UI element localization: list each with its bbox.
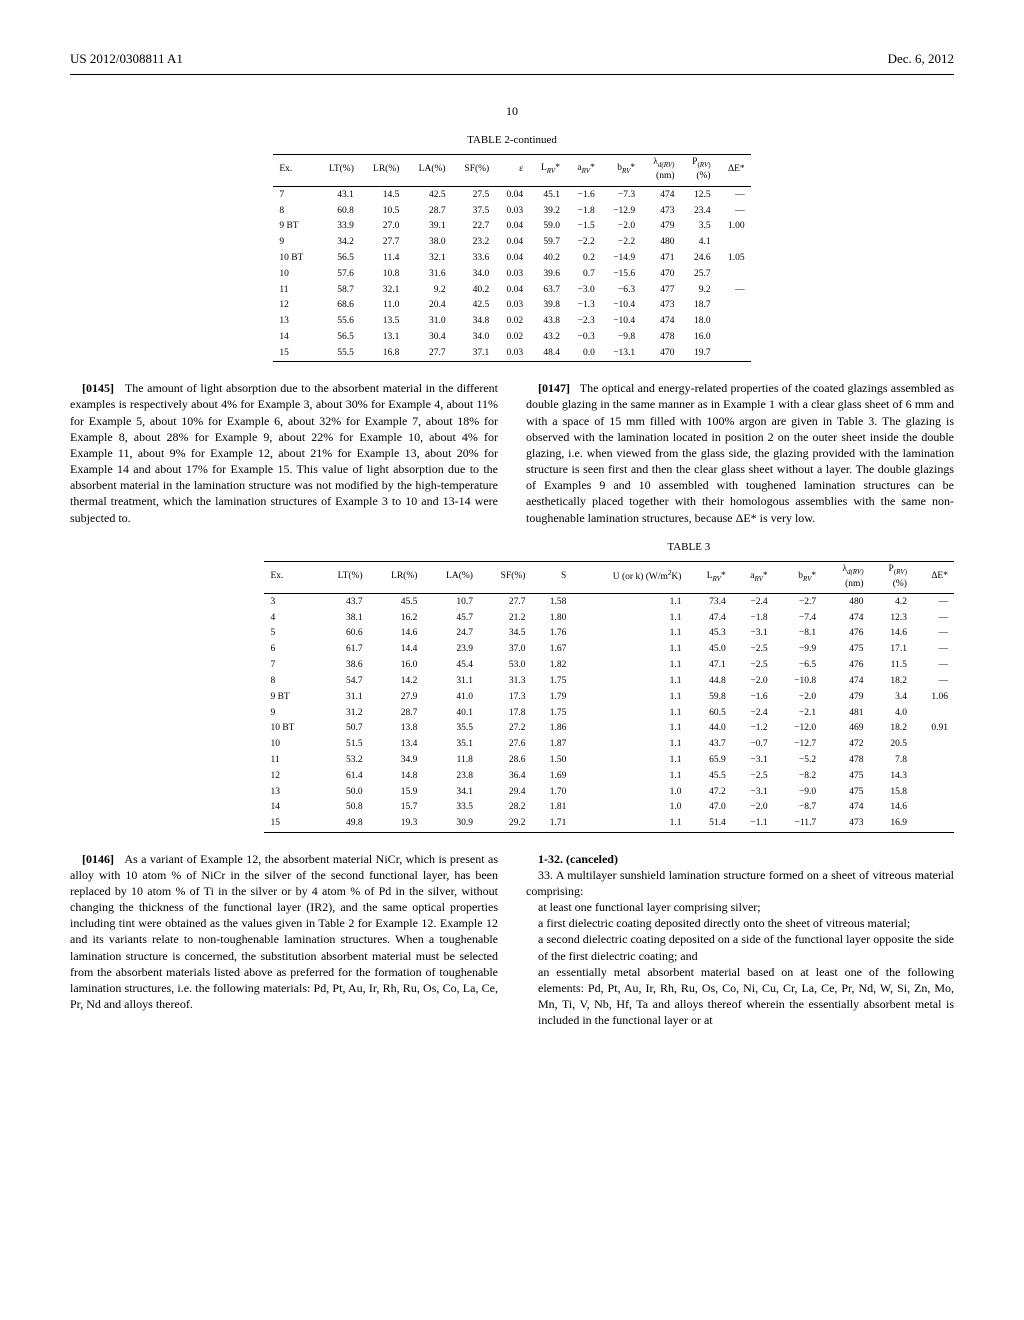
table-row: 1057.610.831.634.00.0339.60.7−15.647025.… <box>273 266 750 282</box>
table-col-header: LRV* <box>687 561 731 594</box>
table-col-header: LT(%) <box>316 154 360 187</box>
table-col-header: SF(%) <box>479 561 532 594</box>
col-left-lower: [0146] As a variant of Example 12, the a… <box>70 851 498 1029</box>
table-row: 1261.414.823.836.41.691.145.5−2.5−8.2475… <box>264 768 954 784</box>
para-num-0146: [0146] <box>82 852 114 866</box>
table-col-header: aRV* <box>732 561 774 594</box>
table-col-header: P(RV)(%) <box>681 154 717 187</box>
claim-33-a: at least one functional layer comprising… <box>538 899 954 915</box>
col-right-lower: 1-32. (canceled) 33. A multilayer sunshi… <box>526 851 954 1029</box>
table-row: 661.714.423.937.01.671.145.0−2.5−9.94751… <box>264 642 954 658</box>
table-row: 1450.815.733.528.21.811.047.0−2.0−8.7474… <box>264 800 954 816</box>
claim-33: 33. A multilayer sunshield lamination st… <box>526 867 954 899</box>
table-row: 10 BT50.713.835.527.21.861.144.0−1.2−12.… <box>264 721 954 737</box>
table-col-header: U (or k) (W/m2K) <box>572 561 687 594</box>
table-row: 9 BT31.127.941.017.31.791.159.8−1.6−2.04… <box>264 689 954 705</box>
para-text-0147: The optical and energy-related propertie… <box>526 381 954 525</box>
claim-33-b: a first dielectric coating deposited dir… <box>538 915 954 931</box>
para-text-0146: As a variant of Example 12, the absorben… <box>70 852 498 1012</box>
table-row: 1158.732.19.240.20.0463.7−3.0−6.34779.2— <box>273 282 750 298</box>
para-0146: [0146] As a variant of Example 12, the a… <box>70 851 498 1013</box>
table-col-header: LRV* <box>529 154 566 187</box>
table2-title: TABLE 2-continued <box>70 133 954 148</box>
table-row: 1153.234.911.828.61.501.165.9−3.1−5.2478… <box>264 752 954 768</box>
col-left: [0145] The amount of light absorption du… <box>70 380 498 526</box>
table-col-header: Ex. <box>273 154 316 187</box>
table-col-header: ε <box>495 154 529 187</box>
table-row: 560.614.624.734.51.761.145.3−3.1−8.14761… <box>264 626 954 642</box>
table3: Ex.LT(%)LR(%)LA(%)SF(%)SU (or k) (W/m2K)… <box>264 561 954 833</box>
table2: Ex.LT(%)LR(%)LA(%)SF(%)εLRV*aRV*bRV*λd(R… <box>273 154 750 363</box>
table-row: 9 BT33.927.039.122.70.0459.0−1.5−2.04793… <box>273 219 750 235</box>
pub-date: Dec. 6, 2012 <box>888 50 954 68</box>
table-row: 1051.513.435.127.61.871.143.7−0.7−12.747… <box>264 737 954 753</box>
table-row: 934.227.738.023.20.0459.7−2.2−2.24804.1 <box>273 235 750 251</box>
para-num-0145: [0145] <box>82 381 114 395</box>
table-col-header: ΔE* <box>717 154 751 187</box>
col-right: [0147] The optical and energy-related pr… <box>526 380 954 526</box>
table-col-header: SF(%) <box>452 154 496 187</box>
table-col-header: P(RV)(%) <box>870 561 913 594</box>
table-row: 1549.819.330.929.21.711.151.4−1.1−11.747… <box>264 816 954 832</box>
table-row: 854.714.231.131.31.751.144.8−2.0−10.8474… <box>264 673 954 689</box>
table-row: 860.810.528.737.50.0339.2−1.8−12.947323.… <box>273 203 750 219</box>
table-row: 931.228.740.117.81.751.160.5−2.4−2.14814… <box>264 705 954 721</box>
page-number: 10 <box>70 103 954 119</box>
table-row: 10 BT56.511.432.133.60.0440.20.2−14.9471… <box>273 250 750 266</box>
header-divider <box>70 74 954 75</box>
claim-33-c: a second dielectric coating deposited on… <box>538 931 954 963</box>
table3-title: TABLE 3 <box>424 540 954 555</box>
claims-canceled: 1-32. (canceled) <box>526 851 954 867</box>
para-num-0147: [0147] <box>538 381 570 395</box>
table-row: 1268.611.020.442.50.0339.8−1.3−10.447318… <box>273 298 750 314</box>
table-col-header: λd(RV)(nm) <box>641 154 680 187</box>
text-columns-lower: [0146] As a variant of Example 12, the a… <box>70 851 954 1029</box>
table-row: 1555.516.827.737.10.0348.40.0−13.147019.… <box>273 345 750 361</box>
table-row: 738.616.045.453.01.821.147.1−2.5−6.54761… <box>264 658 954 674</box>
text-columns-upper: [0145] The amount of light absorption du… <box>70 380 954 526</box>
table-col-header: ΔE* <box>913 561 954 594</box>
table-col-header: LR(%) <box>369 561 424 594</box>
table-col-header: aRV* <box>566 154 601 187</box>
para-0145: [0145] The amount of light absorption du… <box>70 380 498 526</box>
table-col-header: S <box>531 561 572 594</box>
table-col-header: λd(RV)(nm) <box>822 561 869 594</box>
table-col-header: Ex. <box>264 561 315 594</box>
table-col-header: LT(%) <box>316 561 369 594</box>
claim-33-d: an essentially metal absorbent material … <box>538 964 954 1029</box>
table-row: 743.114.542.527.50.0445.1−1.6−7.347412.5… <box>273 187 750 203</box>
table-row: 1355.613.531.034.80.0243.8−2.3−10.447418… <box>273 314 750 330</box>
table-row: 1350.015.934.129.41.701.047.2−3.1−9.0475… <box>264 784 954 800</box>
table-col-header: LA(%) <box>405 154 451 187</box>
page-header: US 2012/0308811 A1 Dec. 6, 2012 <box>70 50 954 68</box>
table-col-header: LR(%) <box>360 154 406 187</box>
table-col-header: LA(%) <box>423 561 479 594</box>
para-0147: [0147] The optical and energy-related pr… <box>526 380 954 526</box>
pub-number: US 2012/0308811 A1 <box>70 50 183 68</box>
table-row: 343.745.510.727.71.581.173.4−2.4−2.74804… <box>264 594 954 610</box>
table-col-header: bRV* <box>774 561 823 594</box>
table-row: 438.116.245.721.21.801.147.4−1.8−7.44741… <box>264 610 954 626</box>
table-row: 1456.513.130.434.00.0243.2−0.3−9.847816.… <box>273 330 750 346</box>
table-col-header: bRV* <box>601 154 641 187</box>
para-text-0145: The amount of light absorption due to th… <box>70 381 498 525</box>
